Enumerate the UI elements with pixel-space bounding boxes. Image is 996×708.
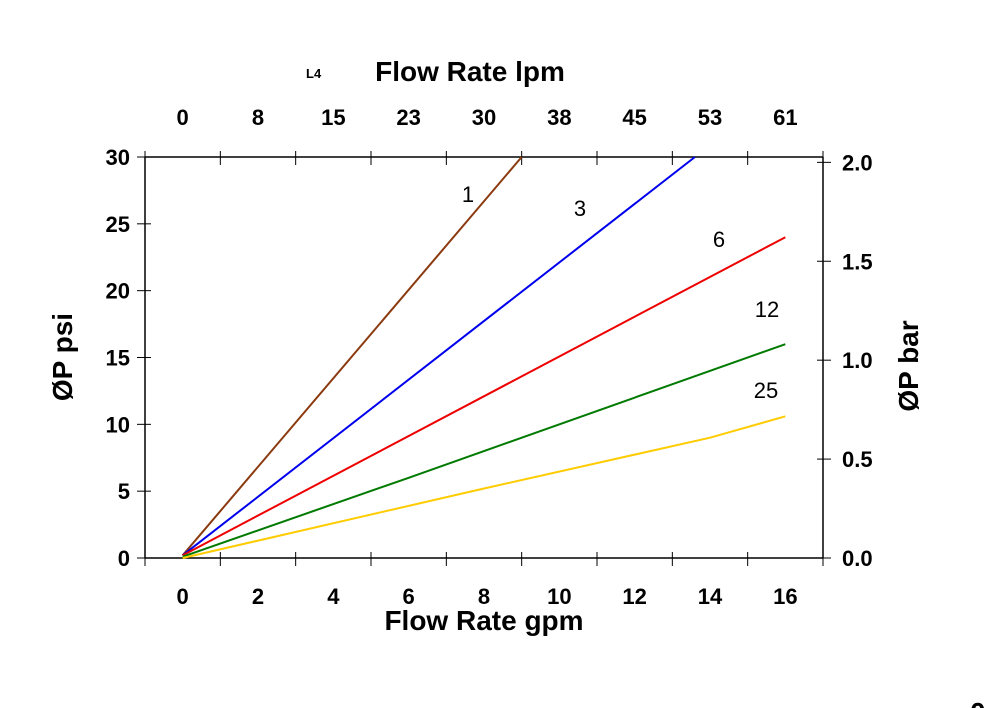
series-line-25 bbox=[182, 415, 786, 559]
top-tick-label: 61 bbox=[773, 105, 797, 130]
x-tick-label: 4 bbox=[327, 584, 340, 609]
x-tick-label: 16 bbox=[773, 584, 797, 609]
x-tick-label: 14 bbox=[698, 584, 723, 609]
top-tick-label: 23 bbox=[396, 105, 420, 130]
series-label-25: 25 bbox=[754, 378, 778, 403]
x-tick-label: 2 bbox=[252, 584, 264, 609]
x-tick-label: 8 bbox=[478, 584, 490, 609]
y2-tick-label: 1.0 bbox=[842, 348, 873, 373]
y-axis-title: ØP psi bbox=[47, 313, 78, 401]
series-line-12 bbox=[182, 343, 786, 558]
series-line-3 bbox=[182, 156, 696, 557]
series-label-12: 12 bbox=[755, 297, 779, 322]
y-tick-label: 5 bbox=[118, 479, 130, 504]
series-line-1 bbox=[181, 156, 523, 556]
y2-tick-label: 0.0 bbox=[842, 546, 873, 571]
series-label-6: 6 bbox=[713, 227, 725, 252]
y-tick-label: 25 bbox=[106, 212, 130, 237]
top-tick-label: 53 bbox=[698, 105, 722, 130]
top-axis-tag: L4 bbox=[306, 66, 322, 81]
y2-tick-label: 0.5 bbox=[842, 447, 873, 472]
y-tick-label: 15 bbox=[106, 346, 130, 371]
top-tick-label: 0 bbox=[177, 105, 189, 130]
series-line-6 bbox=[182, 236, 786, 557]
top-tick-label: 8 bbox=[252, 105, 264, 130]
x-tick-label: 10 bbox=[547, 584, 571, 609]
top-axis-title: Flow Rate lpm bbox=[375, 56, 565, 87]
y-tick-label: 0 bbox=[118, 546, 130, 571]
x-tick-label: 0 bbox=[177, 584, 189, 609]
x-tick-label: 6 bbox=[403, 584, 415, 609]
x-axis-title: Flow Rate gpm bbox=[384, 605, 583, 636]
y-tick-label: 30 bbox=[106, 145, 130, 170]
top-tick-label: 30 bbox=[472, 105, 496, 130]
x-tick-label: 12 bbox=[622, 584, 646, 609]
corner-mark: 0 bbox=[970, 697, 986, 708]
series-label-1: 1 bbox=[462, 182, 474, 207]
y-tick-label: 20 bbox=[106, 279, 130, 304]
y2-tick-label: 1.5 bbox=[842, 249, 873, 274]
y2-tick-label: 2.0 bbox=[842, 150, 873, 175]
top-tick-label: 15 bbox=[321, 105, 345, 130]
top-tick-label: 38 bbox=[547, 105, 571, 130]
series-label-3: 3 bbox=[574, 196, 586, 221]
top-tick-label: 45 bbox=[622, 105, 646, 130]
y2-axis-title: ØP bar bbox=[893, 320, 924, 411]
y-tick-label: 10 bbox=[106, 412, 130, 437]
